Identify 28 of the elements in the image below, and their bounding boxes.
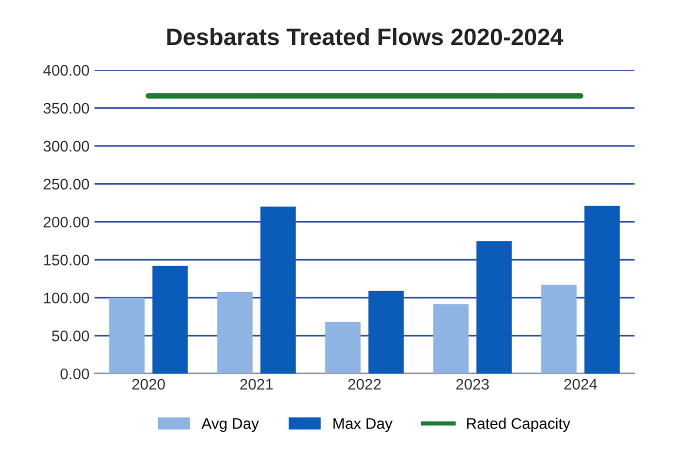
bar [325, 322, 361, 374]
y-tick-label: 250.00 [44, 178, 90, 190]
x-tick-label: 2021 [240, 378, 273, 390]
y-tick-label: 50.00 [52, 330, 90, 342]
bar [541, 284, 577, 374]
bar [109, 298, 145, 374]
y-tick-label: 0.00 [60, 368, 90, 380]
bar [260, 206, 296, 374]
y-tick-label: 400.00 [43, 64, 90, 76]
legend-label: Rated Capacity [467, 418, 570, 432]
x-tick-label: 2024 [564, 378, 598, 390]
y-tick-label: 100.00 [44, 292, 90, 304]
bar [368, 290, 404, 374]
chart-title: Desbarats Treated Flows 2020-2024 [167, 28, 564, 46]
y-tick-label: 300.00 [44, 140, 90, 152]
legend-label: Max Day [334, 418, 393, 432]
x-tick-label: 2022 [348, 378, 381, 390]
bar [217, 292, 253, 374]
bar [476, 241, 512, 374]
y-tick-label: 150.00 [44, 254, 90, 266]
bar [584, 206, 620, 374]
legend-label: Avg Day [201, 418, 259, 432]
x-tick-label: 2020 [132, 378, 165, 390]
bar [152, 266, 188, 374]
x-tick-label: 2023 [456, 378, 489, 390]
y-tick-label: 350.00 [44, 102, 90, 114]
bar [433, 304, 469, 374]
y-tick-label: 200.00 [44, 216, 90, 228]
